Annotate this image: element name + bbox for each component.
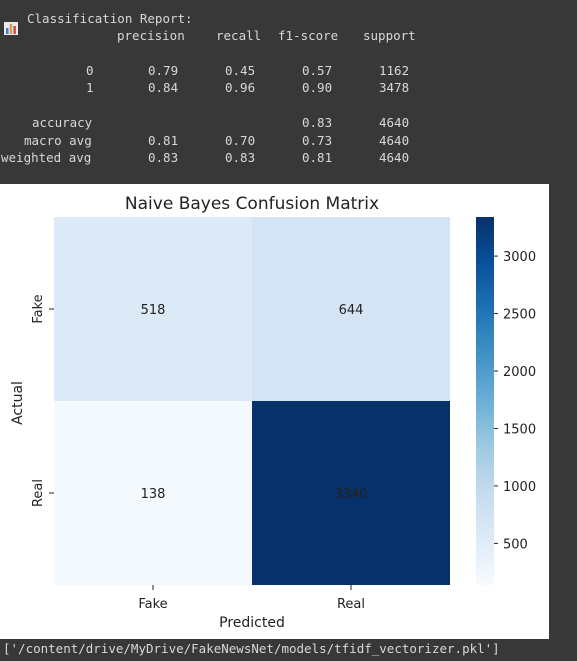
header-recall: recall [216,28,262,43]
row-precision: 0.83 [148,150,179,165]
heatmap-cell-value: 3340 [334,487,367,502]
row-label: 1 [86,80,94,95]
row-support: 4640 [379,115,410,130]
row-support: 4640 [379,133,410,148]
x-tick-label: Real [337,597,365,612]
row-f1: 0.57 [302,63,333,78]
row-label: weighted avg [1,150,92,165]
y-axis-label: Actual [10,381,26,425]
header-precision: precision [117,28,185,43]
row-recall: 0.70 [225,133,256,148]
row-f1: 0.90 [302,80,333,95]
row-precision: 0.84 [148,80,179,95]
colorbar-tick-label: 2500 [503,308,536,323]
row-label: 0 [86,63,94,78]
heatmap-cell [54,401,252,585]
row-support: 3478 [379,80,410,95]
report-title: Classification Report: [27,11,193,26]
row-f1: 0.83 [302,115,333,130]
y-tick-label: Real [31,479,46,507]
heatmap-cell [54,217,252,401]
row-f1: 0.81 [302,150,333,165]
colorbar-tick-label: 3000 [503,250,536,265]
row-support: 4640 [379,150,410,165]
row-recall: 0.96 [225,80,256,95]
colorbar-tick-label: 1000 [503,480,536,495]
row-precision: 0.79 [148,63,179,78]
output-path: ['/content/drive/MyDrive/FakeNewsNet/mod… [3,641,500,656]
heatmap-cell-value: 518 [141,303,166,318]
heatmap-cell [252,401,450,585]
bar-chart-icon [4,22,18,35]
classification-report: Classification Report: precision recall … [0,10,577,175]
row-f1: 0.73 [302,133,333,148]
row-support: 1162 [379,63,410,78]
row-precision: 0.81 [148,133,179,148]
confusion-matrix-heatmap: Naive Bayes Confusion Matrix 518 644 138 33… [10,194,536,631]
heatmap-cell [252,217,450,401]
row-recall: 0.45 [225,63,256,78]
row-label: accuracy [32,115,93,130]
header-support: support [363,28,416,43]
colorbar [476,217,494,585]
colorbar-tick-label: 500 [503,537,528,552]
row-recall: 0.83 [225,150,256,165]
y-tick-label: Fake [31,294,46,323]
heatmap-cell-value: 644 [339,303,364,318]
confusion-matrix-figure: Naive Bayes Confusion Matrix 518 644 138 33… [0,184,549,639]
colorbar-tick-label: 1500 [503,422,536,437]
chart-title: Naive Bayes Confusion Matrix [125,194,379,214]
colorbar-tick-label: 2000 [503,365,536,380]
x-tick-label: Fake [138,597,167,612]
heatmap-cell-value: 138 [141,487,166,502]
x-axis-label: Predicted [219,615,285,631]
row-label: macro avg [24,133,92,148]
header-f1: f1-score [278,28,339,43]
